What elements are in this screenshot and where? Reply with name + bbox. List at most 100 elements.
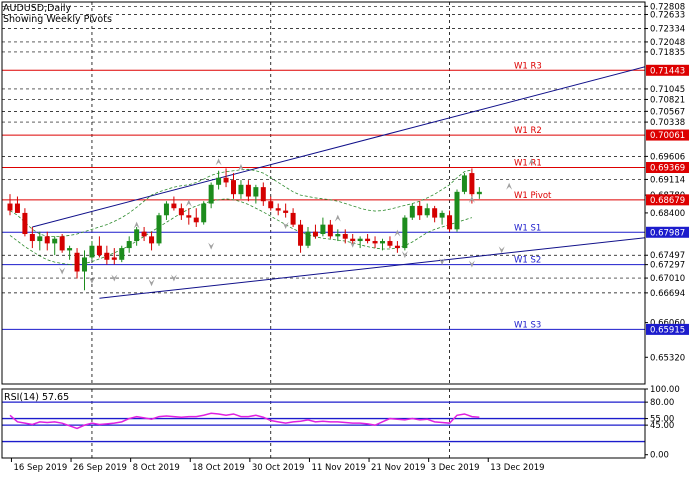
- rsi-tick-label: 100.00: [650, 385, 680, 395]
- candle-body: [260, 187, 266, 202]
- envelope-upper-line: [9, 168, 472, 237]
- candle-body: [82, 257, 87, 272]
- pivot-label: W1 Pivot: [514, 191, 552, 201]
- candle-body: [52, 238, 58, 244]
- candle-body: [409, 205, 415, 218]
- price-tick-label: 0.69114: [650, 175, 685, 185]
- candle-body: [193, 217, 199, 223]
- price-tick-label: 0.67297: [650, 261, 685, 271]
- candle-body: [74, 252, 80, 272]
- candle-body: [380, 241, 385, 244]
- fractal-down-arrow: [170, 274, 177, 282]
- candle-body: [96, 245, 102, 256]
- candle-body: [171, 203, 177, 209]
- price-tick-label: 0.70567: [650, 107, 685, 117]
- price-tick-label: 0.69606: [650, 152, 685, 162]
- candle-body: [469, 173, 475, 195]
- fractal-up-arrow: [334, 214, 341, 222]
- lower-channel-line: [99, 237, 646, 299]
- candle-body: [394, 245, 400, 249]
- candle-body: [476, 191, 482, 195]
- fractal-up-arrow: [394, 229, 401, 237]
- candle-body: [119, 248, 125, 260]
- candle-body: [216, 177, 222, 185]
- main-plot-frame: [1, 1, 646, 385]
- candle-body: [231, 180, 236, 195]
- candle-body: [104, 252, 110, 260]
- fractal-up-arrow: [185, 199, 192, 207]
- time-tick-label: 30 Oct 2019: [252, 463, 305, 473]
- candle-body: [424, 208, 430, 216]
- rsi-tick-label: 55.00: [650, 415, 674, 425]
- price-tick-label: 0.66060: [650, 319, 685, 329]
- price-tick-label: 0.71045: [650, 85, 685, 95]
- price-tick-label: 0.67497: [650, 251, 685, 261]
- price-highlight-box: [646, 194, 689, 206]
- price-highlight-label: 0.67987: [650, 228, 685, 238]
- candle-body: [111, 257, 117, 260]
- fractal-down-arrow: [468, 260, 475, 268]
- price-tick-label: 0.70821: [650, 95, 685, 105]
- candle-body: [268, 201, 274, 209]
- price-tick-label: 0.65320: [650, 353, 685, 363]
- candle-body: [253, 187, 259, 197]
- candle-body: [461, 175, 467, 192]
- price-tick-label: 0.72633: [650, 11, 685, 21]
- candle-body: [387, 241, 393, 246]
- candle-body: [22, 212, 28, 235]
- time-tick-label: 18 Oct 2019: [192, 463, 245, 473]
- time-tick-label: 11 Nov 2019: [311, 463, 365, 473]
- candle-body: [447, 215, 453, 230]
- upper-channel-line: [32, 66, 646, 228]
- fractal-up-arrow: [528, 158, 535, 166]
- candle-body: [59, 236, 65, 251]
- candle-body: [312, 231, 318, 237]
- fractal-down-arrow: [401, 251, 408, 259]
- fractal-down-arrow: [208, 242, 215, 250]
- candle-body: [305, 231, 311, 246]
- candle-body: [149, 236, 155, 244]
- candle-body: [178, 208, 184, 216]
- pivot-label: W1 R2: [514, 126, 542, 136]
- candle-body: [335, 234, 341, 237]
- rsi-title: RSI(14) 57.65: [4, 392, 69, 403]
- rsi-tick-label: 0.00: [650, 451, 669, 461]
- pivot-label: W1 R3: [514, 61, 542, 71]
- candle-body: [365, 238, 371, 242]
- candle-body: [342, 234, 348, 239]
- candle-body: [201, 203, 207, 223]
- candle-body: [357, 238, 363, 242]
- price-highlight-label: 0.71443: [650, 66, 685, 76]
- fractal-down-arrow: [148, 279, 155, 287]
- candle-body: [283, 210, 289, 213]
- price-tick-label: 0.72808: [650, 2, 685, 12]
- price-highlight-box: [646, 162, 689, 174]
- time-tick-label: 3 Dec 2019: [431, 463, 480, 473]
- candle-body: [134, 229, 140, 242]
- candle-body: [89, 245, 95, 258]
- price-highlight-box: [646, 129, 689, 141]
- price-tick-label: 0.67010: [650, 274, 685, 284]
- candle-body: [454, 191, 460, 230]
- candle-body: [141, 231, 147, 237]
- rsi-plot-frame: [1, 388, 646, 459]
- fractal-down-arrow: [88, 276, 95, 284]
- chart-title: AUDUSD,Daily: [3, 3, 72, 14]
- pivot-label: W1 S3: [514, 320, 541, 330]
- price-highlight-label: 0.69369: [650, 164, 685, 174]
- candle-body: [432, 208, 438, 218]
- candle-body: [298, 224, 304, 246]
- price-highlight-box: [646, 64, 689, 76]
- price-highlight-box: [646, 226, 689, 238]
- price-tick-label: 0.72334: [650, 25, 685, 35]
- candle-body: [245, 184, 251, 197]
- candle-body: [156, 215, 162, 244]
- candle-body: [67, 248, 73, 251]
- rsi-tick-label: 45.00: [650, 421, 674, 431]
- candle-body: [320, 224, 326, 235]
- chart-subtitle: Showing Weekly Pivots: [3, 14, 112, 25]
- fractal-down-arrow: [349, 240, 356, 248]
- candle-body: [186, 215, 192, 218]
